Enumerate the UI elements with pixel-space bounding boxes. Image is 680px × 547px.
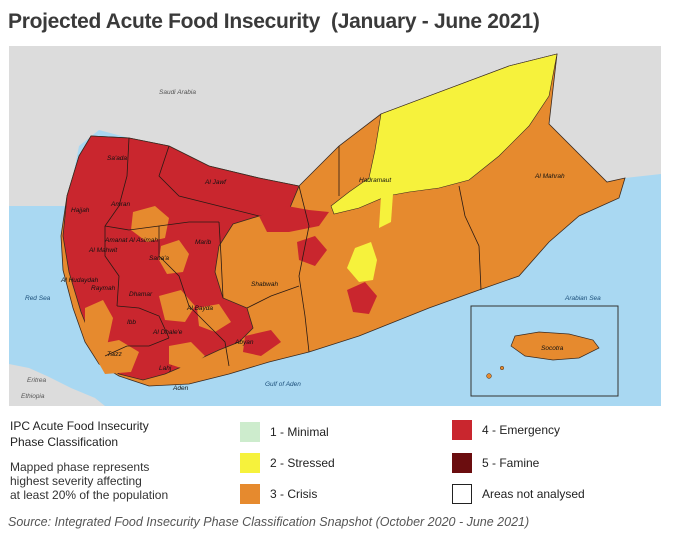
legend-swatch-stressed [240,453,260,473]
label-dhamar: Dhamar [129,291,153,298]
label-ibb: Ibb [127,319,136,326]
label-marib: Marib [195,239,212,246]
region-phase3-pocket-5 [89,340,139,374]
label-eritrea: Eritrea [27,377,47,384]
label-hadramaut: Hadramaut [359,177,392,184]
region-phase4-shabwah [297,236,327,266]
label-aden: Aden [172,385,189,392]
label-sanaa: Sana'a [149,255,169,262]
socotra-islet-1 [486,373,492,379]
label-al-jawf: Al Jawf [204,179,227,186]
legend-item-crisis: 3 - Crisis [240,484,317,504]
land-africa [9,364,105,406]
region-phase3-pocket-1 [131,206,169,242]
legend-note-line-1: Mapped phase represents [10,460,150,474]
label-hajjah: Hajjah [71,207,90,214]
legend-label-minimal: 1 - Minimal [270,425,329,439]
legend-note-line-2: highest severity affecting [10,474,142,488]
legend-item-famine: 5 - Famine [452,453,539,473]
label-arabian-sea: Arabian Sea [564,295,601,302]
legend-item-emergency: 4 - Emergency [452,420,560,440]
label-gulf-of-aden: Gulf of Aden [265,381,301,388]
region-phase3-pocket-7 [197,304,231,332]
legend-swatch-crisis [240,484,260,504]
legend-note-line-3: at least 20% of the population [10,488,169,502]
region-phase4-marib [259,206,329,232]
legend-swatch-famine [452,453,472,473]
legend-swatch-not-analysed [452,484,472,504]
yemen-ipc-map: Saudi Arabia Eritrea Ethiopia Red Sea Gu… [9,46,661,406]
governorate-boundaries [104,137,482,367]
label-raymah: Raymah [91,285,116,292]
page-title: Projected Acute Food Insecurity (January… [8,10,540,33]
label-al-dhale: Al Dhale'e [152,329,183,336]
label-al-mahrah: Al Mahrah [534,173,565,180]
region-phase4-abyan [243,330,281,356]
legend-label-stressed: 2 - Stressed [270,456,335,470]
legend-title-line-1: IPC Acute Food Insecurity [10,419,149,433]
source-note: Source: Integrated Food Insecurity Phase… [8,515,530,529]
region-phase3-pocket-2 [159,240,189,274]
region-socotra [510,331,600,361]
region-phase2-hadramaut-pocket [347,242,377,282]
label-al-bayda: Al Bayda [186,305,213,312]
region-phase3-pocket-3 [85,300,113,350]
label-saada: Sa'ada [107,155,127,162]
label-shabwah: Shabwah [251,281,278,288]
legend-title: IPC Acute Food Insecurity Phase Classifi… [10,418,149,450]
label-taizz: Taizz [107,351,123,358]
label-abyan: Abyan [234,339,254,346]
label-amanat-al-asimah: Amanat Al Asimah [104,237,158,244]
land-saudi-arabia [9,46,661,206]
label-al-hudaydah: Al Hudaydah [60,277,99,284]
legend-label-crisis: 3 - Crisis [270,487,318,501]
region-phase4-hadramaut-coast [347,282,377,314]
region-phase3-pocket-6 [169,342,205,370]
label-red-sea: Red Sea [25,295,51,302]
legend-title-line-2: Phase Classification [10,435,119,449]
legend: IPC Acute Food Insecurity Phase Classifi… [0,410,680,520]
region-phase2-hadramaut [330,53,558,215]
legend-label-not-analysed: Areas not analysed [482,487,585,501]
legend-note: Mapped phase represents highest severity… [10,460,210,502]
label-al-mahwit: Al Mahwit [88,247,118,254]
label-socotra: Socotra [541,345,564,352]
socotra-islet-2 [499,365,505,371]
label-ethiopia: Ethiopia [21,393,45,400]
legend-label-famine: 5 - Famine [482,456,540,470]
socotra-inset-frame [470,305,619,397]
legend-swatch-minimal [240,422,260,442]
label-amran: Amran [110,201,131,208]
label-lahj: Lahj [159,365,172,372]
label-saudi-arabia: Saudi Arabia [159,89,196,96]
legend-swatch-emergency [452,420,472,440]
legend-item-stressed: 2 - Stressed [240,453,335,473]
region-phase2-hadramaut-south [379,194,393,228]
legend-item-not-analysed: Areas not analysed [452,484,585,504]
legend-label-emergency: 4 - Emergency [482,423,561,437]
legend-item-minimal: 1 - Minimal [240,422,329,442]
